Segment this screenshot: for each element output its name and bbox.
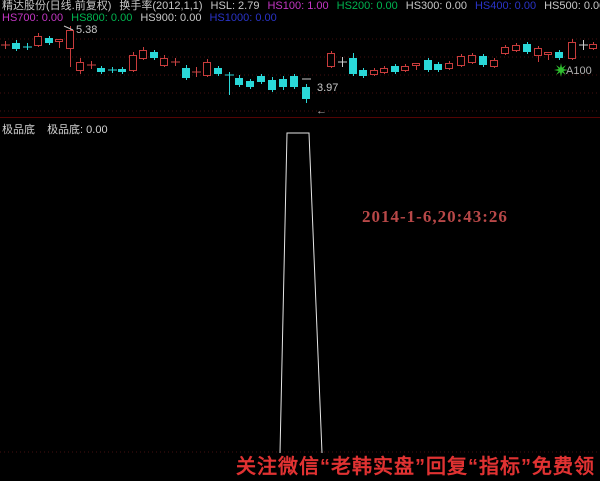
candle-body-up bbox=[203, 62, 211, 76]
indicator-name: 极品底 bbox=[2, 124, 35, 136]
candle-body-down bbox=[279, 79, 287, 87]
candle-body-down bbox=[150, 52, 158, 58]
header-field: HS400: 0.00 bbox=[474, 0, 537, 12]
candle-body-down bbox=[349, 58, 357, 74]
header-field: HS300: 0.00 bbox=[405, 0, 467, 12]
header-field: 精达股份(日线.前复权) bbox=[2, 0, 112, 12]
candle-body-down bbox=[359, 70, 367, 76]
candle-body-up bbox=[512, 45, 520, 51]
header-line-2: HS700: 0.00 HS800: 0.00 HS900: 0.00 HS1000:… bbox=[2, 13, 285, 24]
candle-body-up bbox=[490, 60, 498, 67]
candle-body-down bbox=[268, 80, 276, 90]
marker-label: A100 bbox=[566, 65, 592, 77]
indicator-spike-line bbox=[279, 132, 323, 453]
candle-body-up bbox=[370, 70, 378, 75]
header-field: HS700: 0.00 bbox=[2, 12, 64, 24]
candle-body-down bbox=[235, 78, 243, 85]
candle-body-up bbox=[34, 36, 42, 46]
candle-body-up bbox=[589, 44, 597, 49]
candle-body-up bbox=[160, 58, 168, 66]
candle-body-down bbox=[246, 81, 254, 87]
candle-body-down bbox=[118, 69, 126, 72]
candle-body-up bbox=[501, 47, 509, 54]
candle-body-up bbox=[412, 63, 420, 66]
candle-body-up bbox=[401, 66, 409, 71]
green-star-icon bbox=[554, 63, 568, 77]
candle-body-up bbox=[380, 68, 388, 73]
candle-body-down bbox=[302, 87, 310, 99]
candle-body-down bbox=[45, 38, 53, 43]
header-field: HS900: 0.00 bbox=[140, 12, 202, 24]
indicator-chart[interactable] bbox=[0, 118, 600, 453]
candle-body-down bbox=[290, 76, 298, 87]
header-field: 换手率(2012,1,1) bbox=[119, 0, 203, 12]
candle-body-down bbox=[182, 68, 190, 78]
candle-body-down bbox=[391, 66, 399, 72]
header-field: HSL: 2.79 bbox=[210, 0, 260, 12]
candlestick-chart[interactable]: 5.38 3.97 ← A100 bbox=[0, 24, 600, 117]
candle-body-up bbox=[76, 62, 84, 71]
candle-body-up bbox=[568, 42, 576, 59]
header-field: HS1000: 0.00 bbox=[209, 12, 277, 24]
panel-divider bbox=[0, 117, 600, 118]
candle-body-down bbox=[214, 68, 222, 74]
candle-body-up bbox=[544, 52, 552, 55]
header-field: HS100: 1.00 bbox=[267, 0, 329, 12]
candle-body-up bbox=[129, 55, 137, 71]
high-pointer-line bbox=[63, 25, 74, 31]
candle-body-down bbox=[12, 43, 20, 49]
low-price-label: 3.97 bbox=[317, 82, 338, 94]
candle-body-up bbox=[468, 55, 476, 63]
indicator-label: 极品底 极品底: 0.00 bbox=[2, 121, 108, 137]
candle-body-up bbox=[327, 53, 335, 67]
candle-body-down bbox=[434, 64, 442, 70]
header-field: HS200: 0.00 bbox=[336, 0, 398, 12]
candle-body-up bbox=[534, 48, 542, 56]
cursor-arrow-icon: ← bbox=[316, 105, 327, 117]
candle-body-down bbox=[424, 60, 432, 70]
candle-body-up bbox=[55, 39, 63, 42]
header-line-1: 精达股份(日线.前复权) 换手率(2012,1,1) HSL: 2.79 HS100:… bbox=[2, 1, 600, 12]
timestamp-watermark: 2014-1-6,20:43:26 bbox=[362, 207, 508, 226]
candle-body-down bbox=[479, 56, 487, 65]
header-field: HS800: 0.00 bbox=[71, 12, 133, 24]
candle-body-up bbox=[139, 50, 147, 59]
candle-body-down bbox=[555, 52, 563, 58]
candle-body-down bbox=[523, 44, 531, 52]
candle-body-up bbox=[66, 30, 74, 49]
header-field: HS500: 0.00 bbox=[544, 0, 600, 12]
candle-body-down bbox=[97, 68, 105, 72]
candle-body-up bbox=[445, 63, 453, 69]
high-price-label: 5.38 bbox=[76, 24, 97, 36]
indicator-value: 极品底: 0.00 bbox=[47, 124, 108, 136]
candle-body-down bbox=[257, 76, 265, 82]
footer-ad-banner: 关注微信“老韩实盘”回复“指标”免费领 bbox=[0, 453, 600, 481]
candle-body-up bbox=[457, 56, 465, 66]
